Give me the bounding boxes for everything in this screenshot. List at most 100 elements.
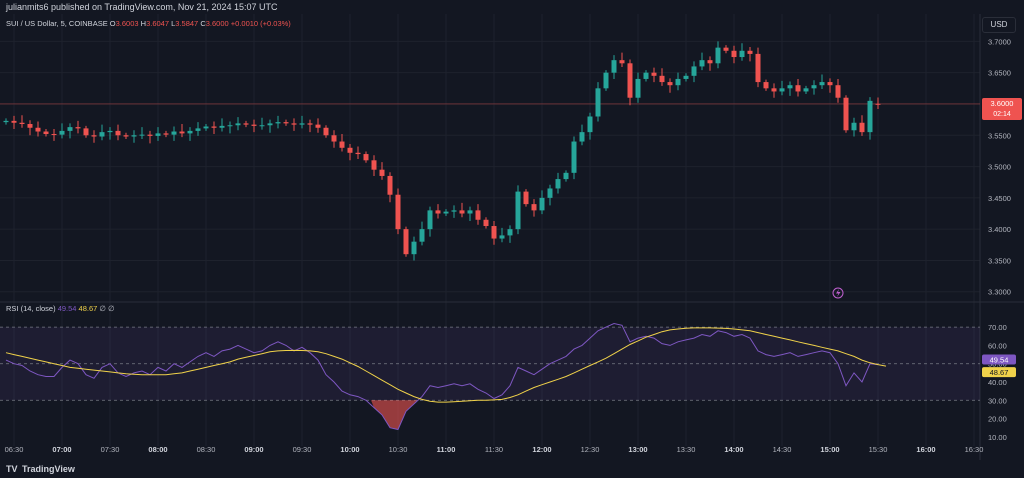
candle-body[interactable] [683,75,689,79]
candle-body[interactable] [739,50,745,58]
candle-body[interactable] [11,120,17,123]
candle-body[interactable] [603,72,609,89]
candle-body[interactable] [227,125,233,127]
candle-body[interactable] [563,172,569,180]
candle-body[interactable] [211,126,217,128]
candle-body[interactable] [675,78,681,86]
candle-body[interactable] [123,135,129,137]
candle-body[interactable] [323,127,329,136]
candle-body[interactable] [403,229,409,255]
candle-body[interactable] [235,123,241,126]
rsi-ma-line[interactable] [5,327,887,403]
candle-body[interactable] [43,131,49,135]
candle-body[interactable] [755,53,761,83]
candle-body[interactable] [499,235,505,239]
candle-body[interactable] [171,131,177,135]
candle-body[interactable] [219,125,225,128]
candle-body[interactable] [307,123,313,125]
candle-body[interactable] [139,134,145,136]
candle-body[interactable] [99,132,105,137]
candle-body[interactable] [827,82,833,86]
candle-body[interactable] [475,210,481,220]
tradingview-logo[interactable]: TV TradingView [6,464,75,474]
candle-body[interactable] [411,241,417,255]
candle-body[interactable] [75,127,81,129]
candle-body[interactable] [659,75,665,83]
candle-body[interactable] [35,127,41,132]
candle-body[interactable] [419,229,425,242]
candle-body[interactable] [395,194,401,230]
candle-body[interactable] [707,60,713,64]
lightning-icon[interactable] [832,287,844,299]
candle-body[interactable] [459,210,465,214]
candle-body[interactable] [27,124,33,128]
candle-body[interactable] [771,88,777,92]
candle-body[interactable] [795,85,801,92]
candle-body[interactable] [611,60,617,73]
candle-body[interactable] [699,60,705,67]
candle-body[interactable] [627,63,633,98]
candle-body[interactable] [91,135,97,137]
candle-body[interactable] [691,66,697,76]
candle-body[interactable] [203,126,209,129]
candle-body[interactable] [195,128,201,131]
candle-body[interactable] [59,130,65,135]
candle-body[interactable] [107,130,113,133]
candle-body[interactable] [51,134,57,136]
candle-body[interactable] [491,226,497,239]
candle-body[interactable] [779,88,785,92]
candle-body[interactable] [299,123,305,125]
candle-body[interactable] [163,133,169,135]
candle-body[interactable] [155,133,161,136]
candle-body[interactable] [835,85,841,98]
candle-body[interactable] [579,132,585,142]
candle-body[interactable] [571,141,577,173]
candle-body[interactable] [763,82,769,89]
candle-body[interactable] [467,210,473,214]
candle-body[interactable] [651,72,657,76]
candle-body[interactable] [19,122,25,125]
candle-body[interactable] [539,197,545,211]
candle-body[interactable] [67,127,73,131]
candle-body[interactable] [291,123,297,125]
candle-body[interactable] [339,141,345,148]
candle-body[interactable] [595,88,601,117]
currency-button[interactable]: USD [982,17,1016,33]
candle-body[interactable] [619,60,625,64]
candle-body[interactable] [843,97,849,131]
candle-body[interactable] [635,78,641,98]
candle-body[interactable] [555,179,561,189]
candle-body[interactable] [523,191,529,205]
candle-body[interactable] [483,219,489,227]
candle-body[interactable] [587,116,593,133]
candle-body[interactable] [443,211,449,214]
candle-body[interactable] [251,124,257,126]
candle-body[interactable] [387,175,393,195]
candle-body[interactable] [451,210,457,212]
candle-body[interactable] [3,120,9,123]
rsi-line[interactable] [5,322,879,431]
candle-body[interactable] [803,88,809,92]
candle-body[interactable] [731,50,737,58]
candle-body[interactable] [643,72,649,79]
candle-body[interactable] [267,123,273,126]
candle-body[interactable] [283,122,289,124]
candle-body[interactable] [331,135,337,142]
candle-body[interactable] [819,82,825,86]
candle-body[interactable] [435,210,441,214]
candle-body[interactable] [187,130,193,134]
candle-body[interactable] [355,152,361,155]
candle-body[interactable] [427,210,433,230]
candle-body[interactable] [243,123,249,125]
candle-body[interactable] [547,188,553,198]
candle-body[interactable] [363,154,369,161]
candle-body[interactable] [531,204,537,211]
candle-body[interactable] [715,47,721,64]
candle-body[interactable] [371,160,377,170]
candle-body[interactable] [131,135,137,137]
candle-body[interactable] [115,130,121,136]
candle-body[interactable] [515,191,521,230]
candle-body[interactable] [83,128,89,136]
candle-body[interactable] [379,169,385,176]
